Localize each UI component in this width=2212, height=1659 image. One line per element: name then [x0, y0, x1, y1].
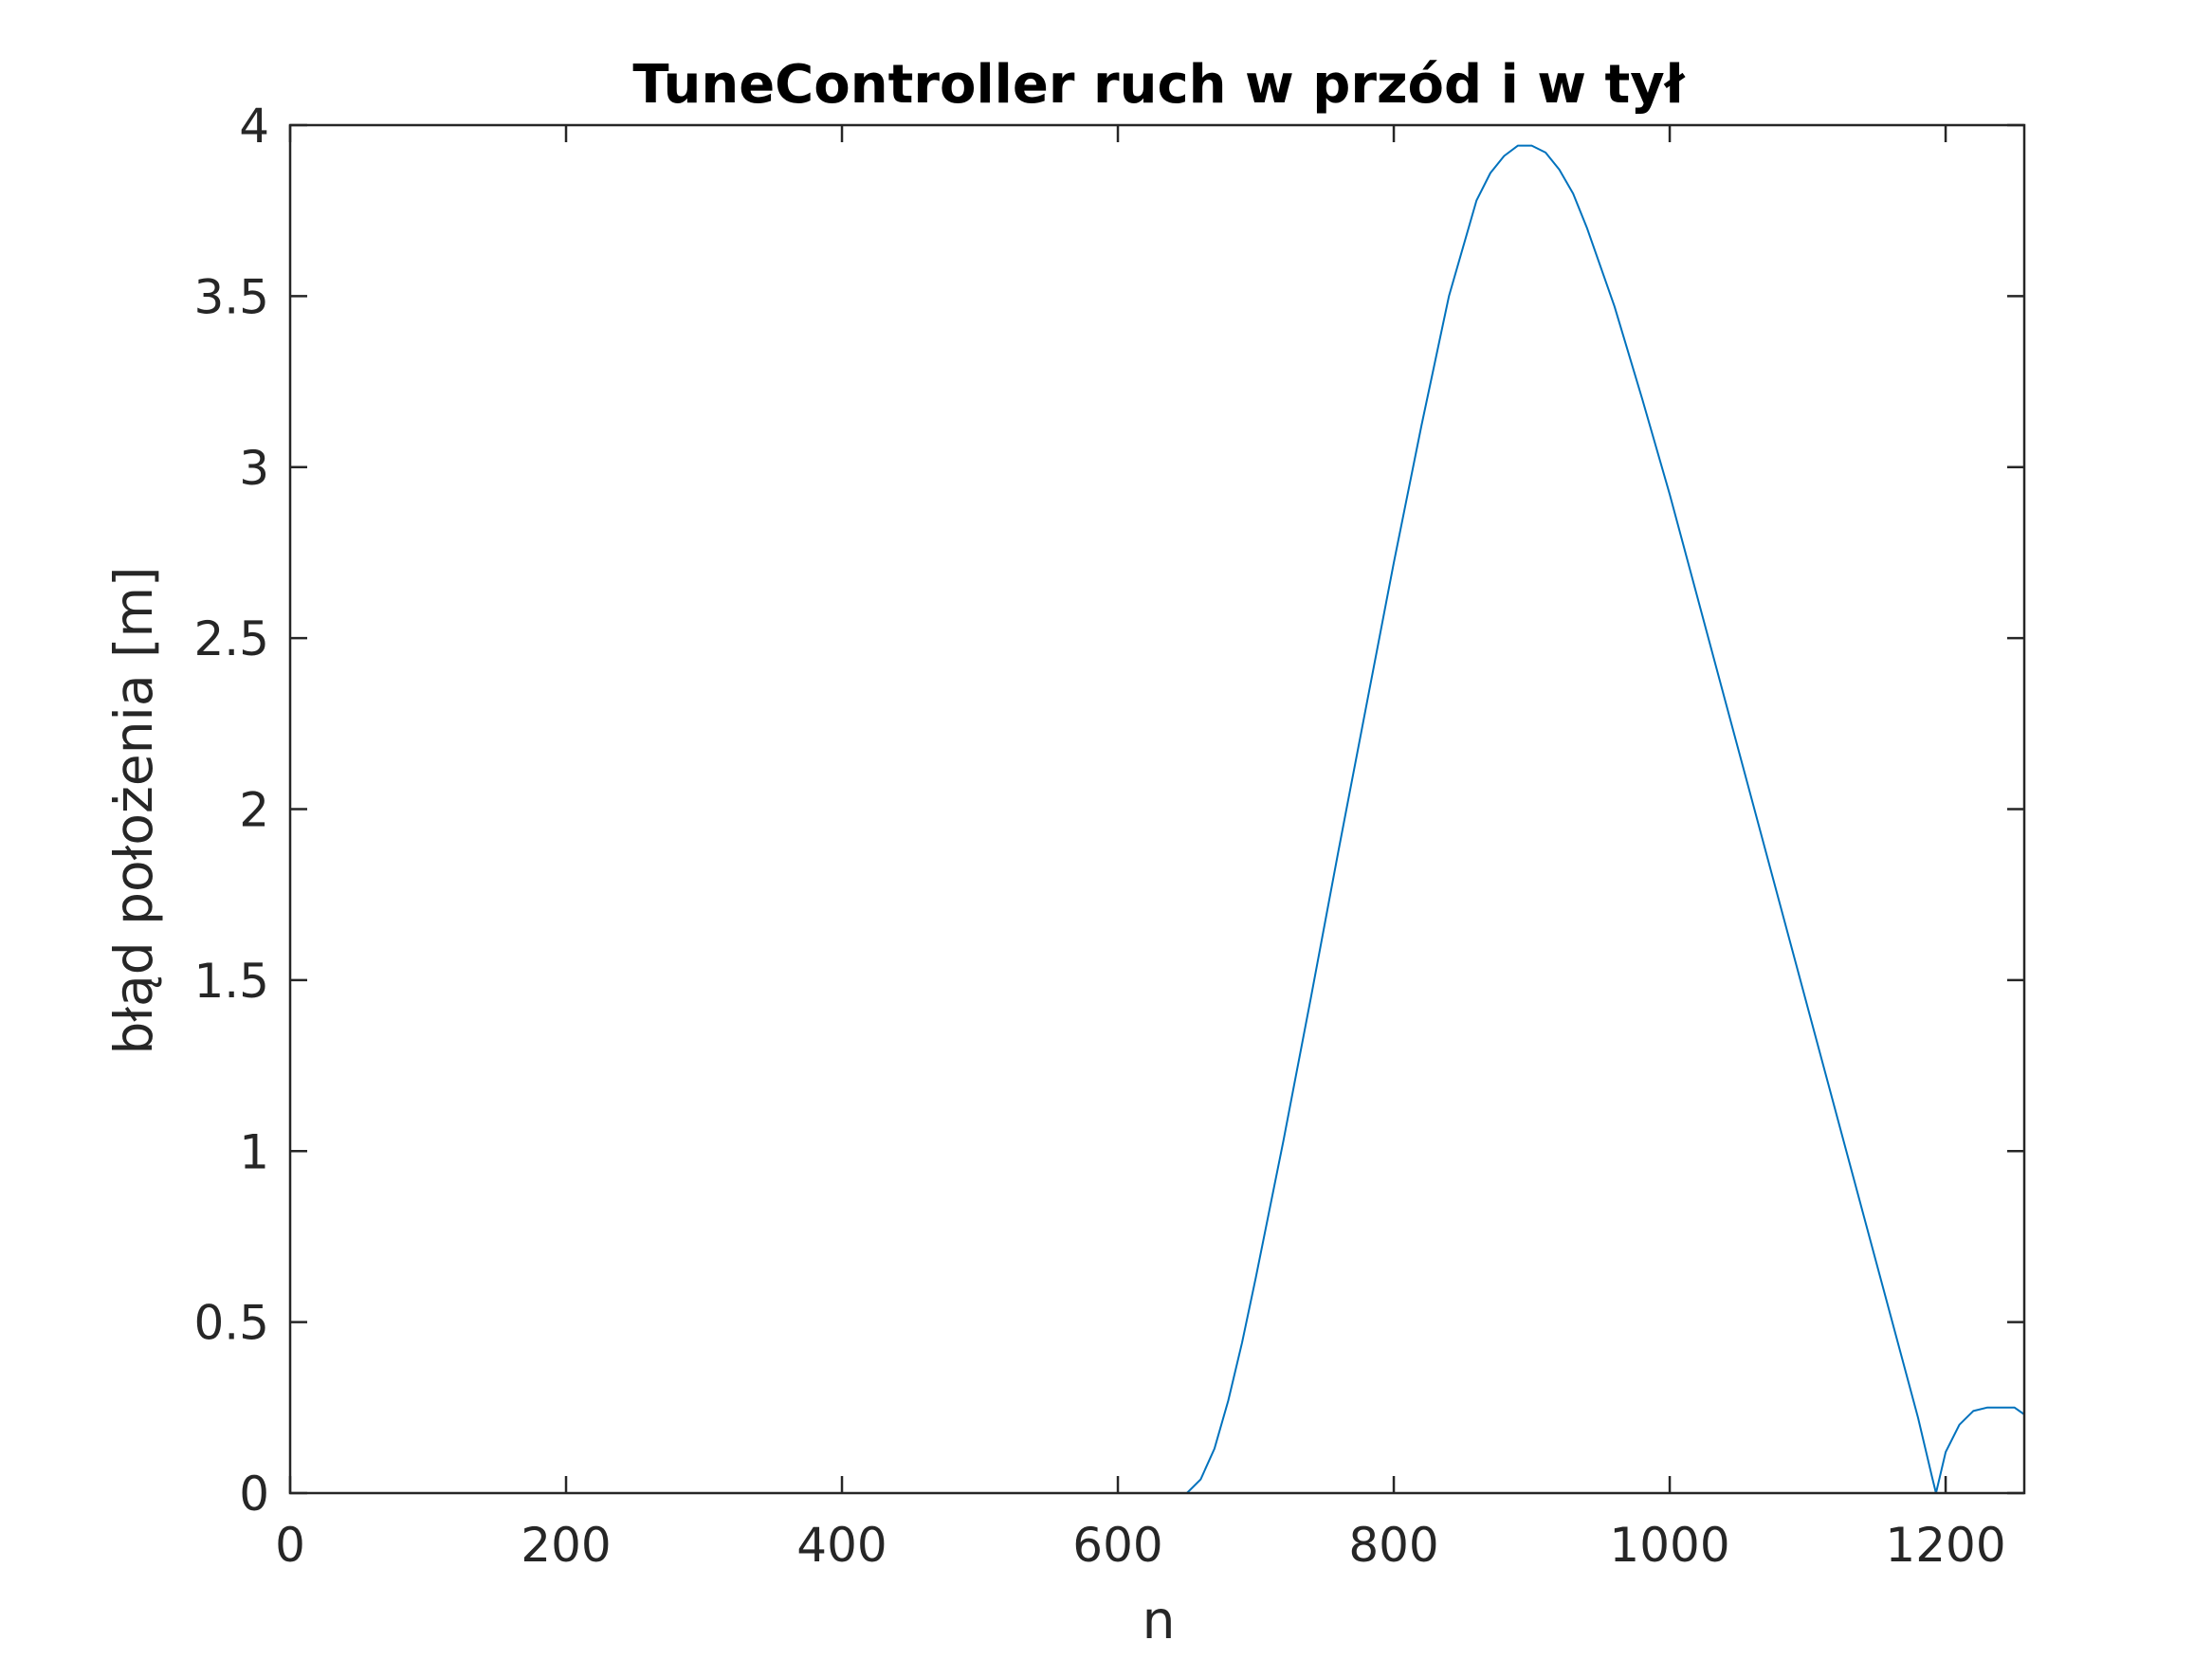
x-tick-label: 800 [1348, 1518, 1438, 1573]
x-tick-label: 0 [275, 1518, 305, 1573]
y-tick-label: 0.5 [193, 1296, 269, 1351]
x-tick-label: 1000 [1609, 1518, 1729, 1573]
y-tick-label: 3.5 [193, 269, 269, 324]
chart-title: TuneController ruch w przód i w tył [632, 54, 1685, 116]
y-tick-label: 1 [239, 1124, 269, 1179]
x-tick-label: 200 [521, 1518, 611, 1573]
series-line [290, 144, 2025, 1494]
axes-box [288, 123, 2026, 1495]
y-tick-label: 0 [239, 1467, 269, 1522]
x-tick-label: 600 [1072, 1518, 1162, 1573]
x-tick-label: 1200 [1885, 1518, 2005, 1573]
ticks-layer: 0 200 400 600 800 1000 1200 0 0.5 1 1.5 2 2.5 3 3.5 4 [193, 99, 2024, 1573]
x-axis-label: n [1143, 1590, 1176, 1650]
y-tick-label: 2.5 [193, 611, 269, 666]
plot-area [290, 125, 2024, 1493]
series-layer [290, 144, 2025, 1494]
y-tick-label: 1.5 [193, 954, 269, 1009]
y-axis-label: błąd położenia [m] [103, 566, 164, 1054]
y-tick-label: 4 [239, 99, 269, 154]
x-tick-label: 400 [796, 1518, 887, 1573]
y-tick-label: 2 [239, 783, 269, 838]
y-tick-label: 3 [239, 441, 269, 496]
